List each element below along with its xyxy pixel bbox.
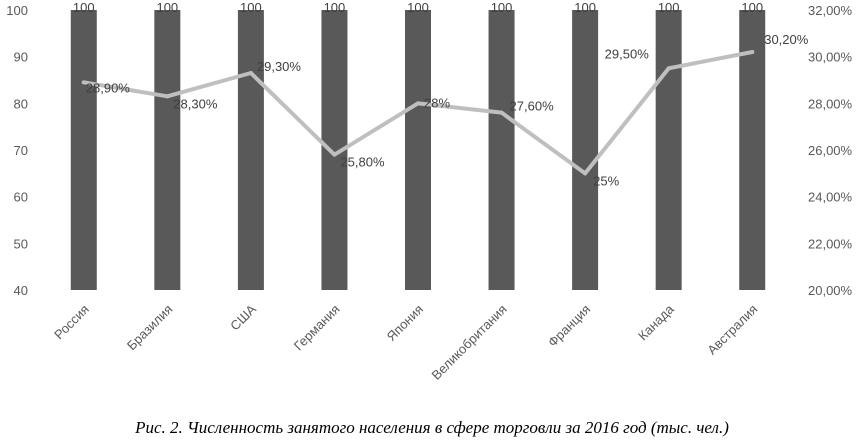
line-point (750, 50, 755, 54)
line-point (332, 152, 337, 157)
bar-data-label: 100 (658, 0, 680, 15)
line-data-labels: 28,90% 28,30% 29,30% 25,80% 28% 27,60% 25% 29,5… (86, 32, 809, 188)
bar-data-label: 100 (324, 0, 346, 15)
right-tick-label: 32,00% (808, 3, 853, 18)
bar-data-label: 100 (574, 0, 596, 15)
line-point (81, 80, 86, 85)
right-axis-ticks: 32,00% 30,00% 28,00% 26,00% 24,00% 22,00% 20,0… (808, 3, 853, 298)
bar (655, 10, 682, 290)
line-point (499, 110, 504, 115)
bar-data-label: 100 (741, 0, 763, 15)
line-data-label: 29,30% (257, 59, 302, 74)
line-data-label: 30,20% (764, 32, 809, 47)
line-point (248, 71, 253, 75)
bar (488, 10, 515, 290)
bar-data-label: 100 (407, 0, 429, 15)
x-tick-label: США (227, 301, 259, 333)
x-tick-label: Великобритания (428, 302, 509, 383)
x-tick-label: Япония (384, 302, 427, 345)
x-axis-ticks: Россия Бразилия США Германия Япония Великобри… (51, 301, 760, 383)
line-point (583, 171, 588, 176)
line-series (81, 50, 755, 176)
line-data-label: 28,90% (86, 80, 131, 95)
right-tick-label: 24,00% (808, 190, 853, 205)
left-tick-label: 70 (14, 143, 28, 158)
left-tick-label: 60 (14, 190, 28, 205)
left-tick-label: 80 (14, 96, 28, 111)
left-tick-label: 50 (14, 236, 28, 251)
line-point (165, 94, 170, 99)
bar-data-label: 100 (73, 0, 95, 15)
combo-chart: 100 100 100 100 100 100 100 100 100 28,90% 28,30%… (6, 0, 853, 383)
bar-series (70, 10, 766, 290)
bar (70, 10, 97, 290)
left-tick-label: 90 (14, 50, 28, 65)
line-data-label: 29,50% (605, 46, 650, 61)
left-tick-label: 40 (14, 283, 28, 298)
right-tick-label: 30,00% (808, 50, 853, 65)
line-data-label: 27,60% (510, 99, 555, 114)
left-tick-label: 100 (6, 3, 28, 18)
x-tick-label: Канада (635, 301, 677, 343)
figure-caption: Рис. 2. Численность занятого населения в… (135, 418, 729, 437)
x-tick-label: Германия (291, 302, 343, 354)
bar-data-label: 100 (491, 0, 513, 15)
bar (572, 10, 599, 290)
bar (154, 10, 181, 290)
line-point (416, 101, 420, 106)
x-tick-label: Австралия (704, 302, 760, 358)
bar (739, 10, 766, 290)
line-point (666, 66, 671, 71)
bar (237, 10, 264, 290)
bar-data-label: 100 (240, 0, 262, 15)
right-tick-label: 20,00% (808, 283, 853, 298)
right-tick-label: 28,00% (808, 96, 853, 111)
bar (405, 10, 431, 290)
x-tick-label: Бразилия (124, 302, 176, 354)
line-data-label: 25% (593, 173, 619, 188)
line-data-label: 28% (424, 95, 450, 110)
right-tick-label: 22,00% (808, 236, 853, 251)
bar-data-labels: 100 100 100 100 100 100 100 100 100 (73, 0, 763, 15)
line-data-label: 25,80% (340, 155, 385, 170)
bar-data-label: 100 (156, 0, 178, 15)
line-data-label: 28,30% (173, 96, 218, 111)
x-tick-label: Россия (51, 302, 92, 343)
right-tick-label: 26,00% (808, 143, 853, 158)
left-axis-ticks: 100 90 80 70 60 50 40 (6, 3, 28, 298)
x-tick-label: Франция (545, 302, 593, 350)
